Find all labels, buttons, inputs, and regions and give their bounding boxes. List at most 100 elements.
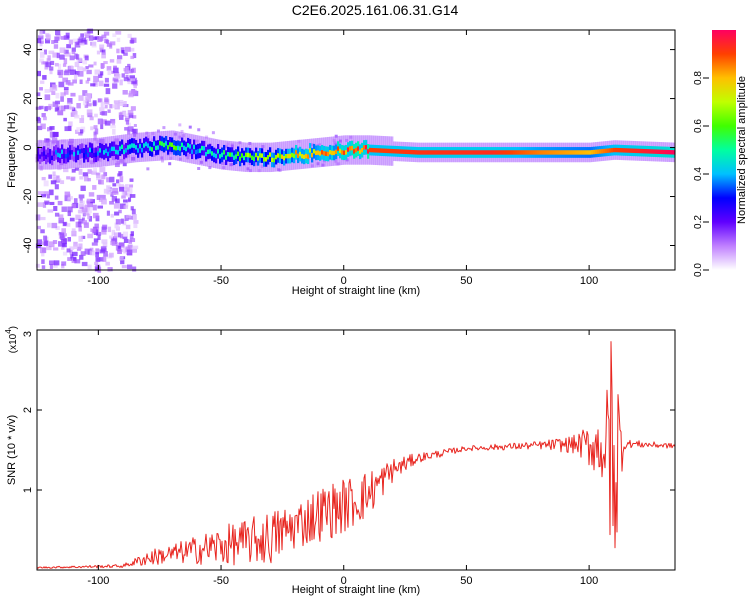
heatmap-cell: [63, 86, 69, 90]
heatmap-cell: [157, 145, 160, 150]
heatmap-cell: [97, 151, 100, 156]
heatmap-cell: [95, 257, 101, 262]
heatmap-cell: [68, 121, 73, 127]
heatmap-cell: [72, 111, 78, 117]
heatmap-cell: [121, 265, 127, 269]
heatmap-cell: [453, 150, 456, 155]
heatmap-cell: [291, 152, 294, 158]
heatmap-cell: [92, 204, 97, 211]
heatmap-cell: [143, 143, 146, 148]
heatmap-cell: [73, 241, 78, 247]
heatmap-cell: [185, 146, 188, 152]
heatmap-cell: [579, 150, 582, 155]
heatmap-cell: [96, 194, 101, 200]
heatmap-cell: [635, 148, 638, 154]
heatmap-cell: [71, 168, 76, 173]
heatmap-cell: [113, 65, 117, 70]
heatmap-cell: [311, 152, 314, 158]
snr-plot-frame: [36, 329, 676, 571]
x-tick-label: 50: [460, 575, 472, 587]
heatmap-cell: [80, 251, 86, 256]
heatmap-cell: [45, 38, 51, 44]
heatmap-cell: [77, 38, 83, 45]
heatmap-cell: [67, 125, 72, 132]
heatmap-cell: [67, 197, 71, 202]
heatmap-cell: [79, 79, 83, 85]
heatmap-cell: [43, 116, 47, 121]
heatmap-cell: [96, 231, 102, 236]
heatmap-cell: [120, 259, 125, 265]
heatmap-cell: [130, 77, 136, 82]
heatmap-cell: [113, 100, 120, 104]
heatmap-cell: [123, 77, 129, 82]
heatmap-cell: [243, 155, 246, 161]
heatmap-cell: [38, 35, 44, 40]
heatmap-cell: [99, 44, 105, 50]
heatmap-cell: [127, 33, 132, 38]
heatmap-cell: [116, 37, 121, 43]
heatmap-cell: [631, 148, 634, 153]
heatmap-cell: [82, 172, 89, 177]
snr-y-axis-label: SNR (10 * v/v): [6, 415, 18, 485]
heatmap-cell: [60, 92, 66, 97]
heatmap-cell: [77, 70, 84, 77]
heatmap-cell: [517, 150, 520, 155]
heatmap-cell: [45, 138, 51, 142]
heatmap-cell: [104, 97, 109, 103]
heatmap-cell: [645, 149, 648, 154]
heatmap-cell: [101, 198, 107, 205]
heatmap-cell: [52, 171, 56, 177]
chart-title: C2E6.2025.161.06.31.G14: [292, 2, 459, 18]
heatmap-cell: [115, 219, 121, 225]
heatmap-cell: [583, 150, 586, 155]
heatmap-cell: [617, 147, 620, 153]
heatmap-cell: [48, 189, 54, 196]
heatmap-cell: [78, 218, 84, 224]
heatmap-cell: [367, 149, 370, 154]
heatmap-cell: [106, 177, 110, 183]
heatmap-cell: [229, 152, 232, 157]
heatmap-cell: [129, 187, 133, 193]
heatmap-cell: [80, 33, 85, 38]
heatmap-cell: [88, 35, 94, 41]
snr-y-multiplier-close: ): [8, 326, 19, 329]
heatmap-cell: [82, 67, 86, 72]
heatmap-cell: [114, 232, 118, 238]
heatmap-cell: [151, 147, 154, 152]
heatmap-cell: [421, 150, 424, 155]
heatmap-cell: [347, 147, 350, 152]
heatmap-cell: [86, 198, 93, 202]
spectrogram-panel: -100 -50 0 50 100 -40 -20 0 20 40 Height of strai…: [6, 28, 676, 297]
x-tick-label: -50: [213, 275, 229, 287]
heatmap-cell: [127, 145, 130, 150]
heatmap-cell: [87, 177, 91, 182]
heatmap-cell: [68, 39, 73, 45]
heatmap-cell: [62, 63, 67, 67]
heatmap-cell: [62, 251, 68, 256]
heatmap-cell: [385, 148, 388, 154]
heatmap-cell: [417, 150, 420, 155]
heatmap-cell: [63, 167, 69, 173]
heatmap-cell: [207, 149, 210, 155]
heatmap-cell: [119, 146, 122, 151]
heatmap-cell: [53, 205, 58, 212]
heatmap-cell: [447, 150, 450, 155]
heatmap-cell: [107, 151, 110, 157]
colorbar-gradient: [712, 30, 736, 270]
heatmap-cell: [125, 120, 130, 125]
heatmap-cell: [99, 194, 106, 200]
heatmap-cell: [104, 105, 108, 109]
heatmap-cell: [36, 92, 41, 97]
heatmap-cell: [355, 147, 358, 153]
heatmap-cell: [573, 150, 576, 155]
heatmap-cell: [129, 184, 134, 188]
heatmap-cell: [35, 214, 41, 221]
heatmap-cell: [49, 68, 53, 75]
heatmap-cell: [61, 263, 65, 269]
heatmap-cell: [277, 153, 280, 158]
heatmap-cell: [110, 240, 116, 246]
heatmap-cell: [95, 267, 99, 272]
heatmap-cell: [341, 150, 344, 155]
heatmap-cell: [577, 150, 580, 155]
heatmap-cell: [409, 149, 412, 155]
